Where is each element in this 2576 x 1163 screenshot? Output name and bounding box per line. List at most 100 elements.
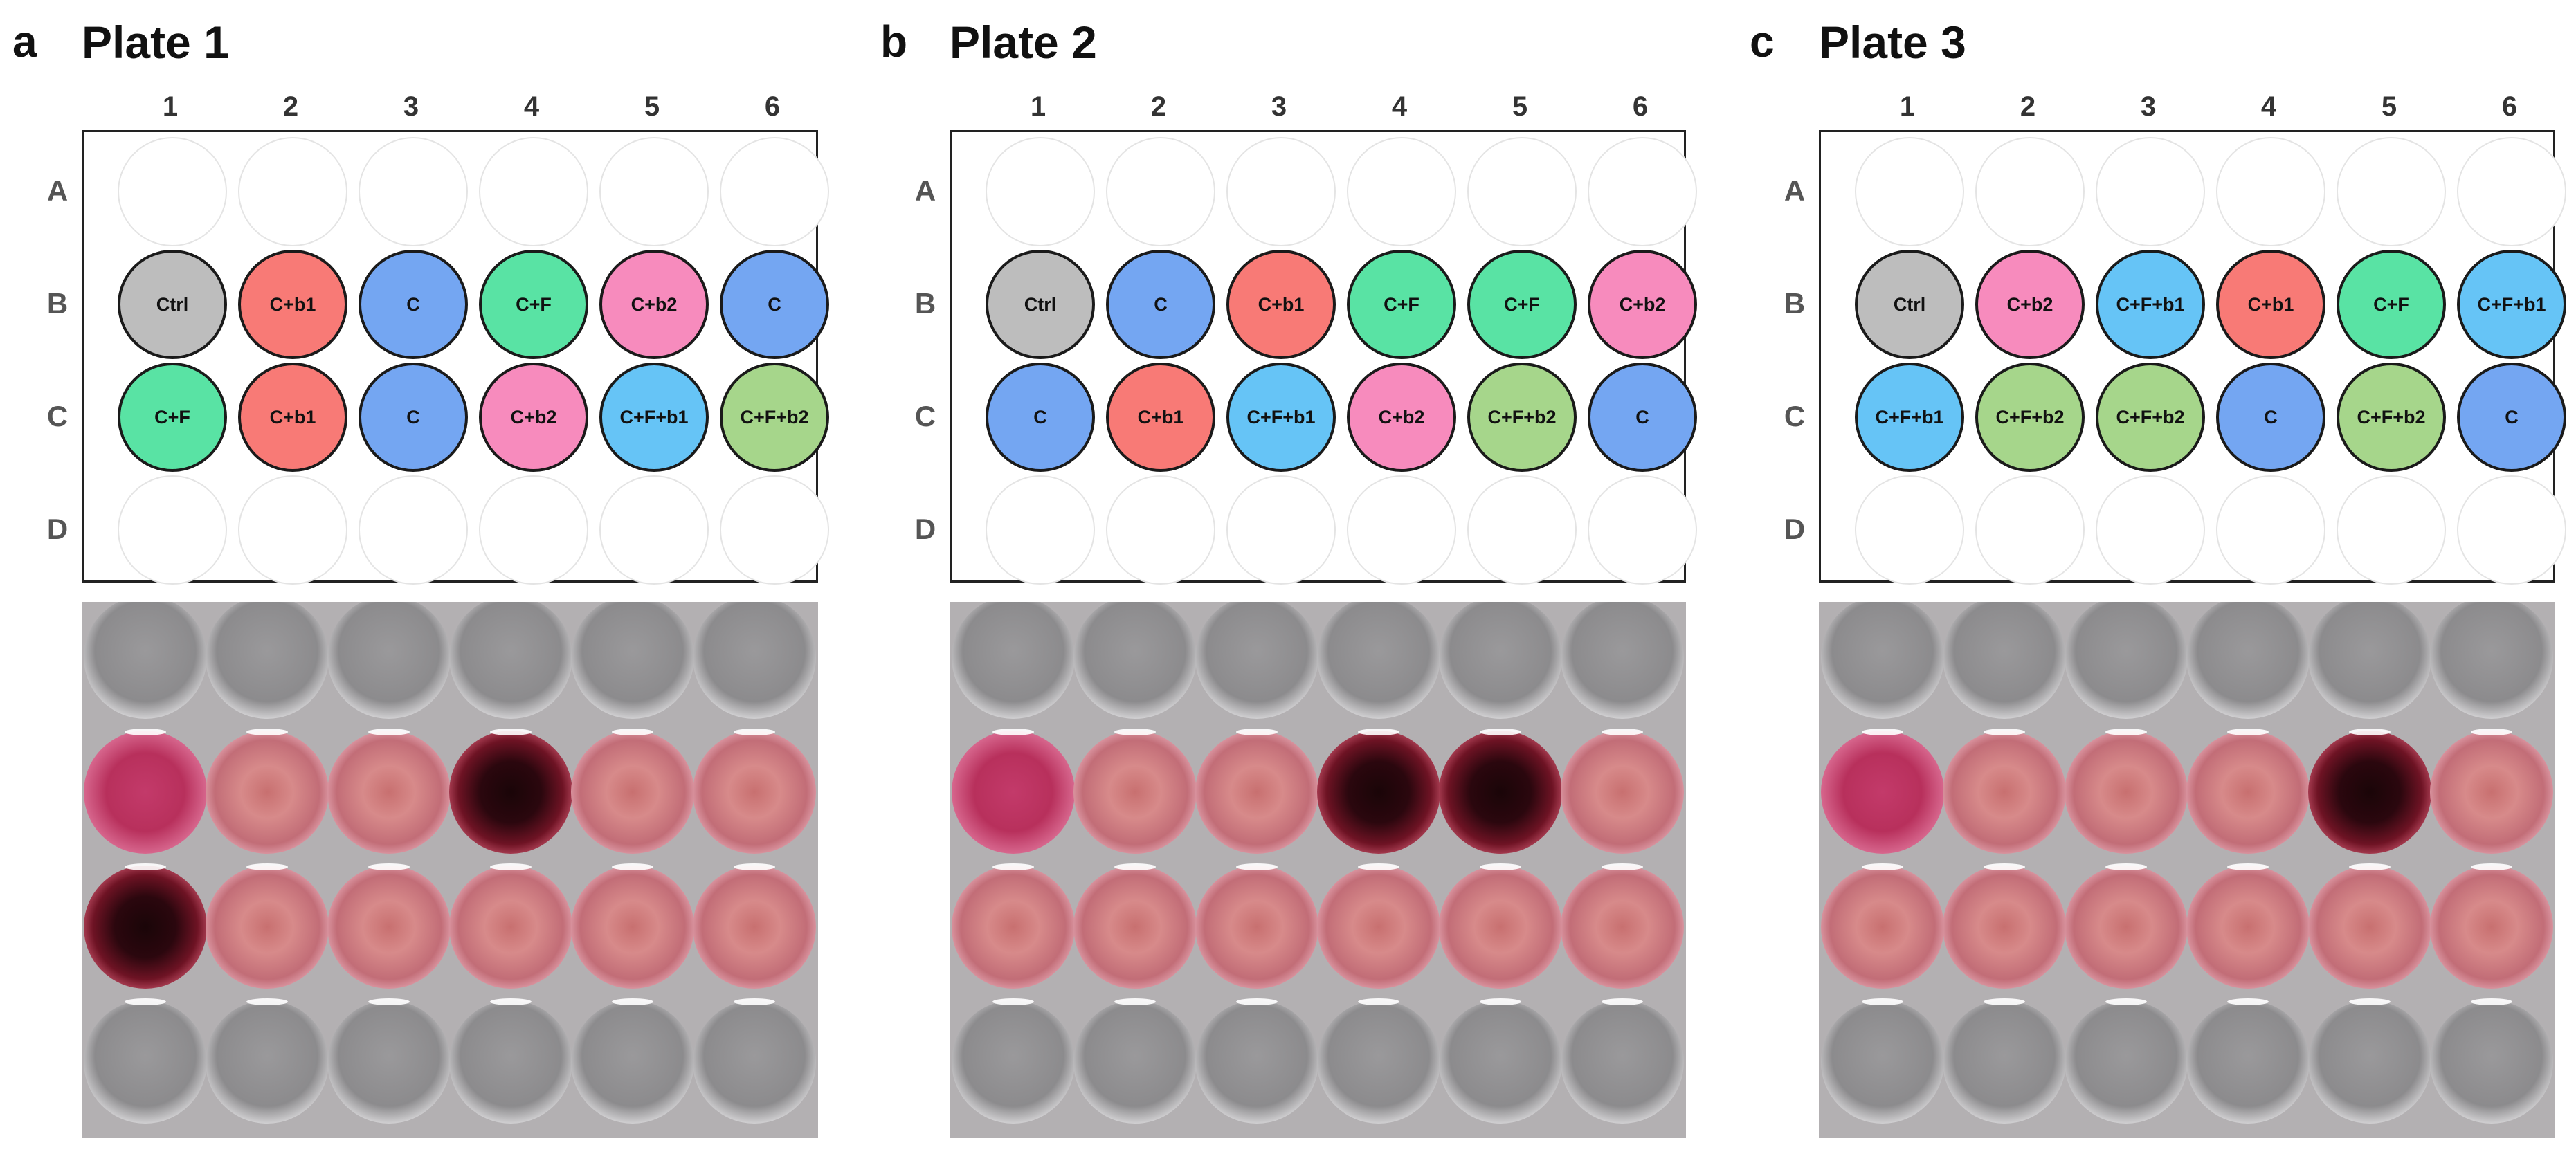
plate-title: Plate 2 (950, 17, 1097, 68)
photo-glare (490, 729, 532, 735)
well-C5: C+F+b1 (599, 363, 709, 472)
well-label: Ctrl (1024, 293, 1057, 315)
photo-glare (612, 863, 653, 870)
well-label: C (2264, 406, 2278, 428)
photo-well (2308, 866, 2431, 989)
photo-glare (1480, 998, 1521, 1005)
empty-well (2337, 137, 2446, 246)
photo-glare (125, 863, 166, 870)
well-label: C (1635, 406, 1649, 428)
photo-glare (734, 729, 775, 735)
well-B3: C+b1 (1226, 250, 1336, 359)
plate-layout: Ctrl C+b2 C+F+b1 C+b1 C+F C+F+b1 C+F+b1 C+F+b2 C… (1819, 130, 2566, 585)
empty-well (1975, 475, 2085, 585)
column-label: 1 (1899, 91, 1916, 122)
column-label: 4 (523, 91, 540, 122)
photo-well (1439, 1000, 1562, 1124)
well-B2: C (1106, 250, 1215, 359)
photo-glare (1236, 863, 1278, 870)
well-C4: C (2216, 363, 2325, 472)
photo-well (2186, 731, 2310, 854)
photo-well (2065, 731, 2188, 854)
photo-well (206, 602, 329, 719)
photo-glare (1236, 729, 1278, 735)
empty-well (2457, 475, 2566, 585)
photo-well (952, 602, 1075, 719)
empty-well (359, 475, 468, 585)
empty-well (1347, 475, 1456, 585)
photo-glare (2105, 863, 2147, 870)
row-label: C (46, 400, 69, 432)
photo-glare (125, 998, 166, 1005)
empty-well (2337, 475, 2446, 585)
plate-photo (82, 602, 818, 1138)
photo-well (1439, 866, 1562, 989)
photo-well (1821, 602, 1944, 719)
well-label: C+b1 (1137, 406, 1184, 428)
photo-well (1821, 1000, 1944, 1124)
well-label: Ctrl (156, 293, 189, 315)
well-label: C+F (154, 406, 190, 428)
photo-well (84, 866, 207, 989)
row-labels: A B C D (1750, 131, 1819, 581)
photo-glare (1358, 998, 1399, 1005)
photo-glare (1984, 998, 2025, 1005)
photo-well (693, 731, 816, 854)
photo-well (2308, 731, 2431, 854)
photo-well (2065, 866, 2188, 989)
empty-well (1226, 137, 1336, 246)
photo-glare (246, 863, 288, 870)
panel-b: b Plate 2 1 2 3 4 5 6 A B C D Ctrl C C+b1 C+F C+F C+b2 C C+… (880, 0, 1697, 1163)
photo-well (1943, 1000, 2066, 1124)
photo-well (84, 731, 207, 854)
photo-well (693, 1000, 816, 1124)
photo-well (952, 1000, 1075, 1124)
column-labels: 1 2 3 4 5 6 (950, 91, 1683, 126)
photo-well (571, 866, 694, 989)
photo-glare (1602, 729, 1643, 735)
photo-well (1073, 1000, 1197, 1124)
empty-well (1975, 137, 2085, 246)
column-label: 5 (1512, 91, 1528, 122)
well-B5: C+F (2337, 250, 2446, 359)
photo-well (2186, 866, 2310, 989)
well-label: C (1033, 406, 1047, 428)
row-label: A (1784, 174, 1806, 207)
well-label: C+b2 (1378, 406, 1425, 428)
photo-glare (1984, 729, 2025, 735)
well-B1: Ctrl (986, 250, 1095, 359)
well-B1: Ctrl (1855, 250, 1964, 359)
empty-well (2096, 475, 2205, 585)
photo-well (1195, 866, 1318, 989)
photo-glare (992, 998, 1034, 1005)
well-C1: C+F (118, 363, 227, 472)
empty-well (1588, 475, 1697, 585)
empty-well (1467, 475, 1577, 585)
well-label: C+F (1504, 293, 1540, 315)
well-B6: C+F+b1 (2457, 250, 2566, 359)
panel-letter: c (1750, 17, 1775, 66)
empty-well (238, 137, 347, 246)
photo-well (84, 602, 207, 719)
row-labels: A B C D (12, 131, 82, 581)
photo-well (1073, 866, 1197, 989)
photo-well (571, 1000, 694, 1124)
photo-well (1943, 866, 2066, 989)
photo-well (1561, 866, 1684, 989)
well-C5: C+F+b2 (2337, 363, 2446, 472)
photo-well (2308, 602, 2431, 719)
well-label: C (768, 293, 781, 315)
column-label: 2 (1150, 91, 1167, 122)
well-B3: C (359, 250, 468, 359)
photo-well (1317, 1000, 1440, 1124)
well-label: C+b1 (269, 293, 316, 315)
well-C5: C+F+b2 (1467, 363, 1577, 472)
photo-well (1943, 731, 2066, 854)
photo-glare (2471, 863, 2512, 870)
empty-well (986, 137, 1095, 246)
well-label: C+F+b2 (1487, 406, 1557, 428)
row-label: A (46, 174, 69, 207)
photo-well (952, 731, 1075, 854)
well-label: C+F+b1 (1246, 406, 1316, 428)
photo-glare (246, 729, 288, 735)
